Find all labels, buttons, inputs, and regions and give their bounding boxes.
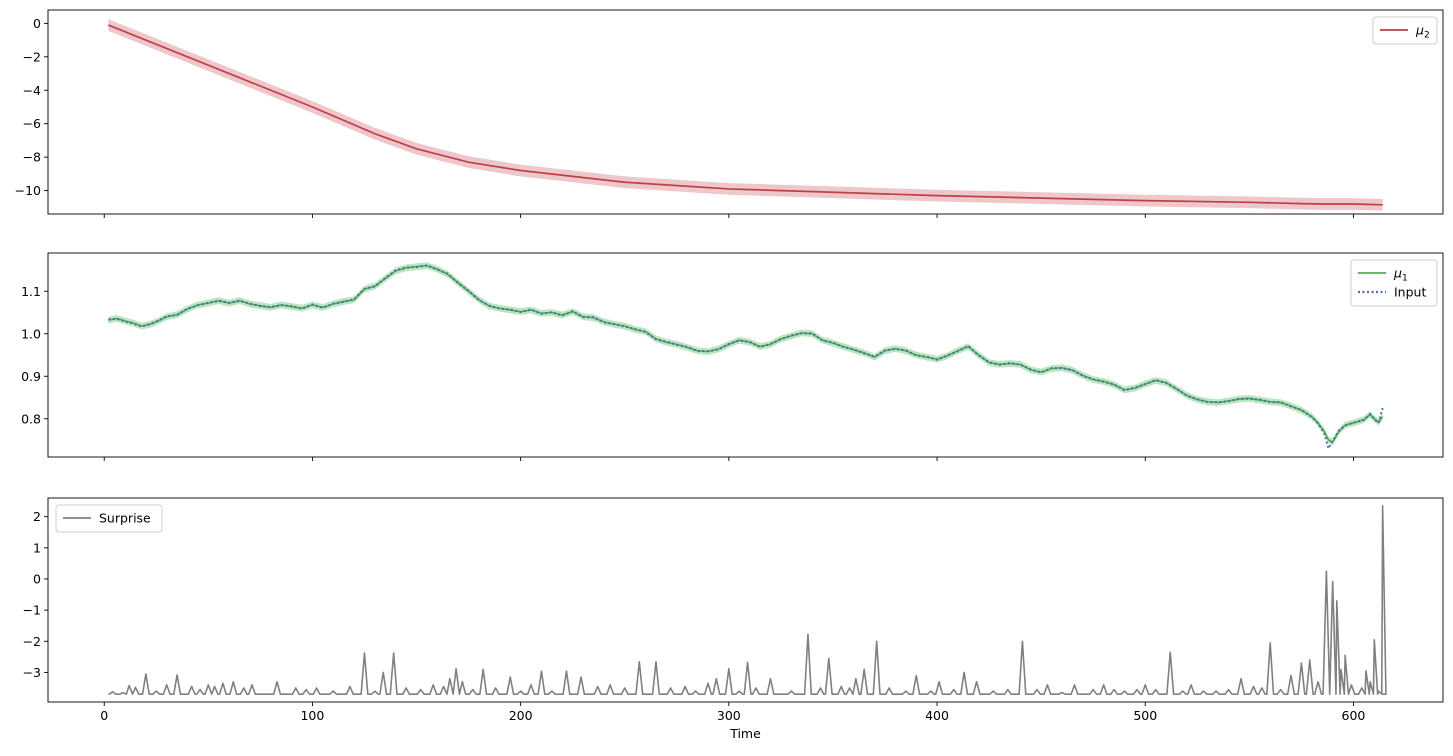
legend-label: μ2 [1415, 23, 1430, 41]
y-tick-label: −8 [23, 150, 41, 165]
axes-frame [47, 497, 1444, 703]
legend-label: Input [1394, 285, 1426, 300]
mu1-line [108, 264, 1384, 444]
input-line [108, 264, 1384, 452]
legend-box [55, 504, 163, 533]
legend-label: μ1 [1393, 266, 1408, 284]
plot-area [108, 19, 1383, 211]
y-tick-label: −10 [15, 183, 41, 198]
x-tick-label: 600 [1342, 708, 1366, 723]
x-tick-label: 300 [717, 708, 741, 723]
y-tick-label: −4 [23, 83, 41, 98]
plot-area [108, 504, 1387, 696]
y-tick-label: 0 [33, 571, 41, 586]
y-tick-label: −2 [23, 634, 41, 649]
surprise-line [108, 504, 1387, 696]
x-tick-label: 400 [925, 708, 949, 723]
y-tick-label: 0.8 [21, 411, 41, 426]
legend-label: Surprise [99, 511, 151, 526]
x-tick-label: 200 [509, 708, 533, 723]
y-tick-label: 1 [33, 540, 41, 555]
mu2-line [108, 24, 1383, 206]
mu1-uncertainty-band [108, 262, 1383, 446]
y-tick-label: 0.9 [21, 369, 41, 384]
y-tick-label: 0 [33, 16, 41, 31]
axes-frame [47, 252, 1444, 458]
legend-box [1350, 259, 1438, 307]
x-tick-label: 100 [300, 708, 324, 723]
legend: Surprise [55, 504, 163, 533]
axes-frame [47, 9, 1444, 215]
legend: μ2 [1372, 16, 1438, 45]
mu2-panel: 0 −2 −4 −6 −8 −10 μ2 [15, 9, 1444, 218]
x-tick-label: 0 [100, 708, 108, 723]
y-tick-label: 1.0 [21, 326, 41, 341]
y-tick-label: −2 [23, 49, 41, 64]
y-tick-label: 2 [33, 509, 41, 524]
y-tick-label: 1.1 [21, 284, 41, 299]
plot-area [108, 262, 1384, 452]
y-tick-label: −6 [23, 116, 41, 131]
x-axis-label: Time [729, 726, 761, 741]
x-tick-label: 500 [1133, 708, 1157, 723]
y-tick-label: −3 [23, 665, 41, 680]
surprise-panel: 2 1 0 −1 −2 −3 0 100 200 300 400 500 600 Time Surprise [23, 497, 1444, 741]
y-tick-label: −1 [23, 603, 41, 618]
mu2-uncertainty-band [108, 19, 1383, 211]
